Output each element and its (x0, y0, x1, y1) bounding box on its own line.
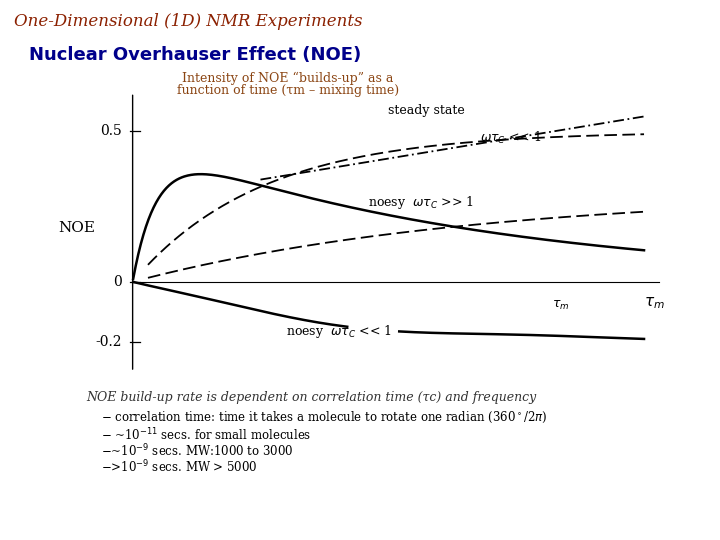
Text: $\tau_m$: $\tau_m$ (552, 299, 570, 313)
Text: noesy  $\omega\tau_C$ << 1: noesy $\omega\tau_C$ << 1 (286, 323, 392, 340)
Text: $\omega\tau_C$ << 1: $\omega\tau_C$ << 1 (480, 130, 542, 146)
Text: -0.2: -0.2 (95, 335, 122, 349)
Text: 0.5: 0.5 (99, 125, 122, 138)
Text: NOE build-up rate is dependent on correlation time (τc) and frequency: NOE build-up rate is dependent on correl… (86, 392, 536, 404)
Text: steady state: steady state (388, 104, 465, 117)
Text: $-$ ~10$^{-11}$ secs. for small molecules: $-$ ~10$^{-11}$ secs. for small molecule… (101, 427, 311, 443)
Text: One-Dimensional (1D) NMR Experiments: One-Dimensional (1D) NMR Experiments (14, 14, 363, 30)
Text: Nuclear Overhauser Effect (NOE): Nuclear Overhauser Effect (NOE) (29, 46, 361, 64)
Text: $\tau_m$: $\tau_m$ (644, 295, 665, 310)
Text: Intensity of NOE “builds-up” as a: Intensity of NOE “builds-up” as a (182, 71, 394, 85)
Text: $-$ correlation time: time it takes a molecule to rotate one radian (360$^\circ$: $-$ correlation time: time it takes a mo… (101, 410, 547, 426)
Text: noesy  $\omega\tau_C$ >> 1: noesy $\omega\tau_C$ >> 1 (368, 194, 474, 211)
Text: NOE: NOE (58, 221, 95, 235)
Text: $-$>10$^{-9}$ secs. MW > 5000: $-$>10$^{-9}$ secs. MW > 5000 (101, 459, 258, 476)
Text: function of time (τm – mixing time): function of time (τm – mixing time) (177, 84, 399, 97)
Text: 0: 0 (112, 275, 122, 289)
Text: $-$~10$^{-9}$ secs. MW:1000 to 3000: $-$~10$^{-9}$ secs. MW:1000 to 3000 (101, 443, 293, 460)
